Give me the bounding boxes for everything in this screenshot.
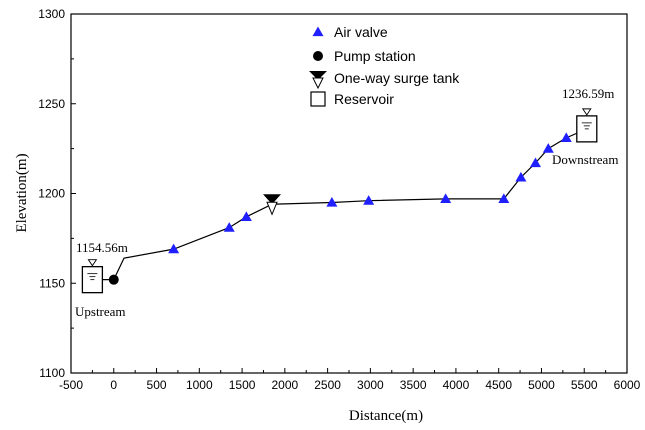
downstream-level-label: 1236.59m (562, 86, 614, 101)
tick-marks: -500 0 500 1000 1500 2000 2500 3000 3500 4000 4500… (38, 7, 640, 392)
air-valve-marker (560, 132, 572, 142)
pipeline-profile-line (92, 128, 588, 281)
legend-pump-station-icon (313, 51, 323, 61)
legend-label-pump-station: Pump station (334, 48, 416, 64)
x-tick-label: 2000 (271, 378, 298, 392)
legend-reservoir-icon (310, 91, 326, 107)
surge-tank-bottom (266, 201, 278, 216)
air-valve-marker (223, 222, 235, 232)
x-tick-label: 2500 (314, 378, 341, 392)
air-valve-marker (542, 143, 554, 153)
upstream-label: Upstream (75, 304, 126, 319)
y-tick-label: 1150 (39, 276, 65, 290)
legend-surge-tank-bottom (312, 77, 324, 90)
plot-frame (70, 13, 628, 374)
reservoir-marker (576, 108, 598, 143)
air-valve-marker (498, 193, 510, 204)
x-tick-label: 5000 (528, 378, 555, 392)
x-tick-label: 6000 (614, 378, 641, 392)
axes (70, 13, 628, 374)
x-tick-label: 1500 (229, 378, 256, 392)
reservoir-marker (81, 259, 104, 294)
surge-tank-top (263, 194, 282, 205)
x-axis-label: Distance(m) (349, 408, 423, 424)
upstream-level-label: 1154.56m (76, 240, 128, 255)
x-tick-label: 5500 (571, 378, 598, 392)
x-tick-label: 0 (110, 378, 117, 392)
x-tick-label: 500 (147, 378, 167, 392)
x-tick-label: 4000 (443, 378, 470, 392)
x-tick-label: 3500 (400, 378, 427, 392)
legend-surge-tank-top (309, 71, 327, 80)
air-valve-marker (529, 157, 541, 168)
y-tick-label: 1100 (39, 366, 65, 380)
markers (81, 108, 598, 294)
y-tick-label: 1200 (38, 187, 65, 201)
pump-station-marker (108, 274, 119, 285)
air-valve-marker (240, 211, 252, 221)
legend (309, 26, 327, 107)
air-valve-marker (440, 193, 452, 204)
water-level-icon (581, 108, 592, 116)
pipeline-profile (92, 128, 588, 281)
y-tick-label: 1300 (38, 7, 65, 21)
air-valve-marker (515, 171, 527, 182)
legend-surge-tank-icon (309, 71, 327, 90)
surge-tank-marker (263, 194, 282, 216)
legend-label-surge-tank: One-way surge tank (334, 70, 460, 86)
x-tick-label: 1000 (186, 378, 213, 392)
y-tick-label: 1250 (38, 97, 65, 111)
water-level-icon (87, 259, 98, 267)
y-axis-label: Elevation(m) (14, 153, 30, 232)
legend-label-air-valve: Air valve (334, 24, 388, 40)
air-valve-marker (363, 195, 375, 205)
air-valve-marker (326, 196, 338, 207)
downstream-label: Downstream (552, 152, 618, 167)
x-tick-label: -500 (59, 378, 83, 392)
legend-air-valve-icon (312, 26, 324, 37)
air-valve-marker (168, 243, 180, 254)
x-tick-label: 3000 (357, 378, 384, 392)
x-tick-label: 4500 (485, 378, 512, 392)
legend-label-reservoir: Reservoir (334, 91, 394, 107)
